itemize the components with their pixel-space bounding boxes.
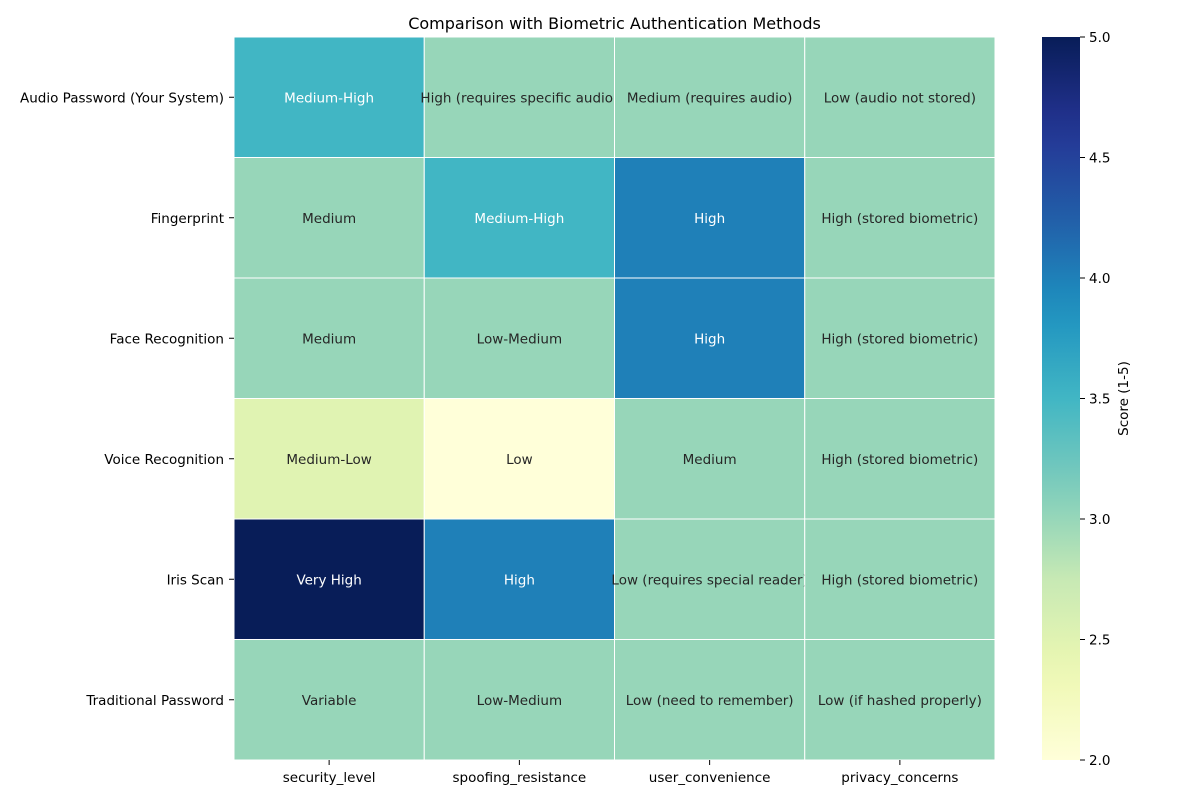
cell-annotation: High (stored biometric) xyxy=(821,452,978,468)
cell-annotation: Variable xyxy=(302,693,357,709)
cell-annotation: Low (requires special reader) xyxy=(611,572,807,588)
heatmap-cell xyxy=(233,639,425,761)
heatmap-cell xyxy=(804,518,996,640)
cell-annotation: Low (need to remember) xyxy=(626,693,794,709)
colorbar-tick-label: 2.0 xyxy=(1089,753,1110,769)
heatmap-cell xyxy=(804,277,996,399)
heatmap-cell xyxy=(804,398,996,520)
cell-annotation: Low (audio not stored) xyxy=(824,90,976,106)
x-axis: security_level spoofing_resistance user_co… xyxy=(283,760,958,786)
colorbar: 2.0 2.5 3.0 3.5 4.0 4.5 5.0 Score (1-5) xyxy=(1042,30,1132,769)
cell-annotation: Low (if hashed properly) xyxy=(818,693,982,709)
x-tick-label: privacy_concerns xyxy=(841,770,958,786)
colorbar-label: Score (1-5) xyxy=(1116,361,1132,436)
heatmap-cell xyxy=(233,518,425,640)
colorbar-tick-label: 4.5 xyxy=(1089,151,1110,167)
y-tick-label: Fingerprint xyxy=(151,211,224,227)
heatmap-cell xyxy=(423,157,615,279)
colorbar-tick-label: 5.0 xyxy=(1089,30,1110,46)
colorbar-tick-label: 2.5 xyxy=(1089,633,1110,649)
heatmap-cell xyxy=(804,157,996,279)
x-tick-label: user_convenience xyxy=(649,770,771,786)
y-tick-label: Iris Scan xyxy=(167,572,224,588)
cell-annotation: High (stored biometric) xyxy=(821,211,978,227)
cell-annotation: High (requires specific audio) xyxy=(420,90,618,106)
heatmap-cells: Medium-High High (requires specific audio… xyxy=(233,36,996,761)
heatmap-cell xyxy=(423,36,615,158)
y-tick-label: Voice Recognition xyxy=(104,452,224,468)
cell-annotation: Medium-Low xyxy=(286,452,371,468)
heatmap-cell xyxy=(804,639,996,761)
cell-annotation: High xyxy=(694,331,725,347)
heatmap-cell xyxy=(614,36,806,158)
cell-annotation: Low xyxy=(506,452,533,468)
heatmap-cell xyxy=(423,518,615,640)
heatmap-cell xyxy=(423,398,615,520)
heatmap-cell xyxy=(233,36,425,158)
cell-annotation: Low-Medium xyxy=(477,693,562,709)
cell-annotation: High (stored biometric) xyxy=(821,572,978,588)
cell-annotation: Very High xyxy=(296,572,361,588)
colorbar-tick-label: 4.0 xyxy=(1089,271,1110,287)
heatmap-cell xyxy=(614,639,806,761)
cell-annotation: Medium xyxy=(302,331,356,347)
cell-annotation: Medium xyxy=(683,452,737,468)
cell-annotation: High xyxy=(694,211,725,227)
chart-title: Comparison with Biometric Authentication… xyxy=(408,14,821,33)
x-tick-label: spoofing_resistance xyxy=(453,770,587,786)
y-tick-label: Face Recognition xyxy=(110,331,224,347)
cell-annotation: Medium xyxy=(302,211,356,227)
y-tick-label: Audio Password (Your System) xyxy=(20,90,224,106)
heatmap-cell xyxy=(614,518,806,640)
colorbar-tick-label: 3.5 xyxy=(1089,392,1110,408)
heatmap-cell xyxy=(614,157,806,279)
heatmap-cell xyxy=(423,277,615,399)
y-tick-label: Traditional Password xyxy=(85,693,224,709)
heatmap-cell xyxy=(233,398,425,520)
colorbar-tick-label: 3.0 xyxy=(1089,512,1110,528)
y-axis: Audio Password (Your System) Fingerprint F… xyxy=(20,90,234,709)
cell-annotation: Medium-High xyxy=(284,90,374,106)
colorbar-gradient xyxy=(1042,37,1080,760)
cell-annotation: Medium-High xyxy=(474,211,564,227)
cell-annotation: Medium (requires audio) xyxy=(627,90,793,106)
heatmap-cell xyxy=(804,36,996,158)
cell-annotation: High (stored biometric) xyxy=(821,331,978,347)
cell-annotation: High xyxy=(504,572,535,588)
heatmap-cell xyxy=(423,639,615,761)
heatmap-cell xyxy=(614,398,806,520)
x-tick-label: security_level xyxy=(283,770,376,786)
heatmap-cell xyxy=(233,157,425,279)
cell-annotation: Low-Medium xyxy=(477,331,562,347)
